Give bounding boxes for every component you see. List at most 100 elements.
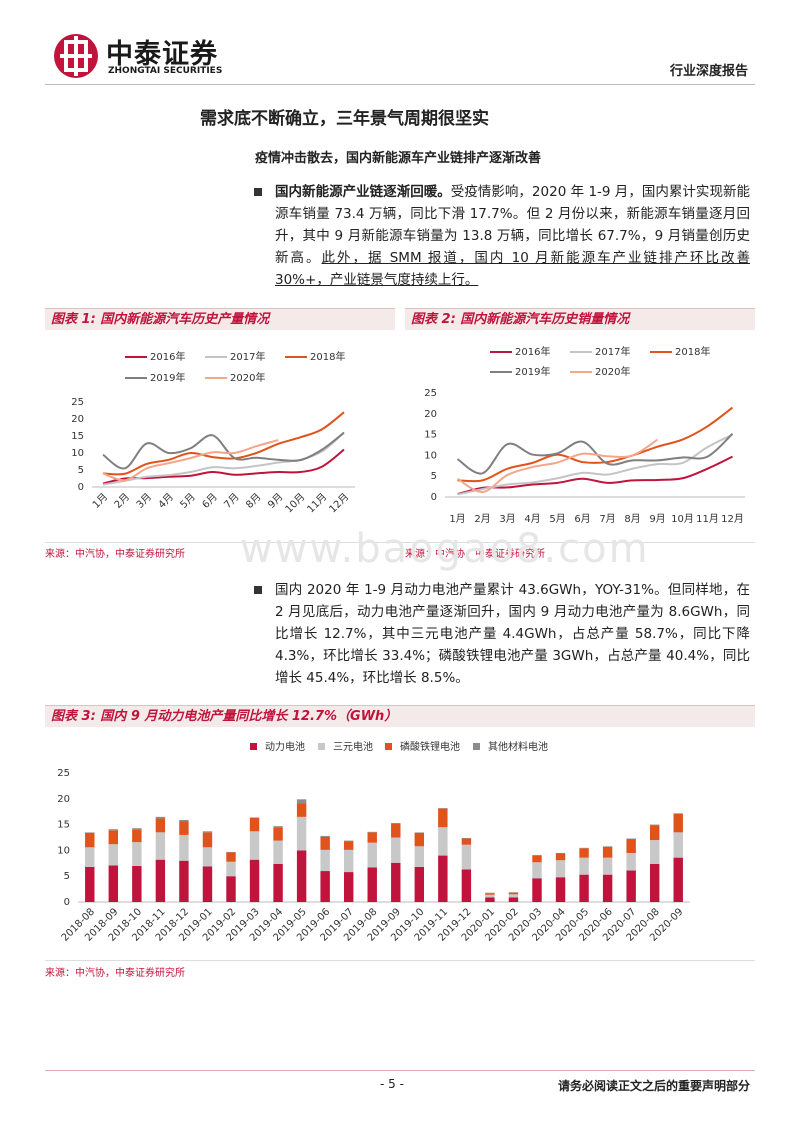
x-tick-label: 1月 xyxy=(90,491,110,511)
bar-segment xyxy=(438,827,448,856)
line xyxy=(102,439,279,482)
bar-segment xyxy=(555,877,566,902)
line xyxy=(456,438,659,494)
section-title: 需求底不断确立，三年景气周期很坚实 xyxy=(200,109,489,129)
bar-segment xyxy=(179,819,189,822)
bar-segment xyxy=(626,838,636,840)
bar-segment xyxy=(649,863,660,902)
x-tick-label: 5月 xyxy=(178,491,198,511)
line xyxy=(102,431,345,470)
paragraph: 国内新能源产业链逐渐回暖。受疫情影响，2020 年 1-9 月，国内累计实现新能… xyxy=(275,181,750,291)
bar-segment xyxy=(649,824,660,826)
y-tick-label: 0 xyxy=(78,482,84,493)
x-tick-label: 2月 xyxy=(474,513,490,525)
y-tick-label: 15 xyxy=(424,430,437,441)
legend-label: 2017年 xyxy=(595,345,630,358)
legend-swatch xyxy=(250,743,257,750)
line xyxy=(457,455,733,496)
bar-segment xyxy=(579,874,589,902)
bar-segment xyxy=(273,827,283,841)
bar-segment xyxy=(602,857,613,875)
y-tick-label: 10 xyxy=(424,450,437,461)
bar-segment xyxy=(367,831,377,833)
bar-segment xyxy=(273,840,283,864)
lead: 国内新能源产业链逐渐回暖。 xyxy=(275,184,451,200)
chart-title: 图表 2: 国内新能源汽车历史销量情况 xyxy=(405,308,755,330)
source: 来源：中汽协，中泰证券研究所 xyxy=(405,549,545,560)
bar-segment xyxy=(532,855,542,856)
bar-segment xyxy=(108,865,119,902)
y-tick-label: 15 xyxy=(71,431,84,442)
x-tick-label: 11月 xyxy=(305,491,330,516)
bar-segment xyxy=(155,859,166,902)
bar-segment xyxy=(273,863,283,902)
legend-swatch xyxy=(318,743,325,750)
bar-segment xyxy=(343,840,354,842)
bar-segment xyxy=(320,849,330,872)
x-tick-label: 8月 xyxy=(244,491,264,511)
rule xyxy=(45,542,755,543)
bar-segment xyxy=(85,832,95,848)
bar-segment xyxy=(602,874,613,902)
bar-segment xyxy=(249,817,260,832)
logo-english: ZHONGTAI SECURITIES xyxy=(108,66,223,76)
bar-segment xyxy=(532,862,542,879)
bar-segment xyxy=(320,871,330,902)
bar-segment xyxy=(532,855,542,863)
bullet xyxy=(254,188,262,196)
bar-segment xyxy=(626,852,636,871)
text: 受疫情影响，2020 年 1-9 月，国内累计实现新能源车销量 73.4 万辆，… xyxy=(275,184,751,266)
bar-segment xyxy=(226,851,236,853)
x-tick-label: 12月 xyxy=(327,491,352,516)
bar-segment xyxy=(202,831,213,833)
bar-segment xyxy=(179,821,189,835)
bar-segment xyxy=(155,832,166,860)
legend-swatch xyxy=(385,743,392,750)
text: 国内 2020 年 1-9 月动力电池产量累计 43.6GWh，YOY-31%。… xyxy=(275,582,750,686)
bar-segment xyxy=(579,848,589,858)
rule xyxy=(45,960,755,961)
line xyxy=(457,406,734,483)
page-number: - 5 - xyxy=(380,1077,404,1091)
bar-segment xyxy=(367,867,377,902)
bar-segment xyxy=(485,892,495,894)
x-tick-label: 7月 xyxy=(599,513,615,525)
legend-label: 2018年 xyxy=(310,350,345,363)
bar-segment xyxy=(367,842,377,868)
bar-segment xyxy=(508,894,519,898)
x-tick-label: 4月 xyxy=(524,513,540,525)
bar-segment xyxy=(508,892,519,895)
bar-segment xyxy=(179,834,189,861)
paragraph: 国内 2020 年 1-9 月动力电池产量累计 43.6GWh，YOY-31%。… xyxy=(275,579,750,689)
bar-segment xyxy=(414,832,425,833)
bullet xyxy=(254,586,262,594)
legend-label: 2017年 xyxy=(230,350,265,363)
y-tick-label: 25 xyxy=(424,388,437,399)
x-tick-label: 6月 xyxy=(574,513,590,525)
watermark: www.baogao8.com xyxy=(240,526,650,572)
bar-segment xyxy=(414,846,425,867)
legend-label: 2018年 xyxy=(675,345,710,358)
bar-segment xyxy=(602,846,613,847)
bar-segment xyxy=(85,866,95,902)
header-rule xyxy=(45,84,755,85)
source: 来源：中汽协，中泰证券研究所 xyxy=(45,549,185,560)
bar-segment xyxy=(414,866,425,902)
y-tick-label: 25 xyxy=(71,397,84,408)
bar-segment xyxy=(296,799,307,804)
bar-segment xyxy=(673,813,683,833)
underlined-text: 此外，据 SMM 报道，国内 10 月新能源车产业链排产环比改善 30%+，产业… xyxy=(275,250,750,288)
bar-segment xyxy=(438,808,448,828)
bar-segment xyxy=(226,876,236,902)
bar-segment xyxy=(391,862,401,902)
bar-segment xyxy=(108,844,119,866)
bar-segment xyxy=(461,838,472,839)
line xyxy=(102,411,345,476)
bar-segment xyxy=(532,878,542,902)
line xyxy=(457,433,733,496)
footer-rule xyxy=(45,1070,755,1071)
x-tick-label: 3月 xyxy=(499,513,515,525)
bar-segment xyxy=(155,816,166,819)
y-tick-label: 20 xyxy=(71,414,84,425)
